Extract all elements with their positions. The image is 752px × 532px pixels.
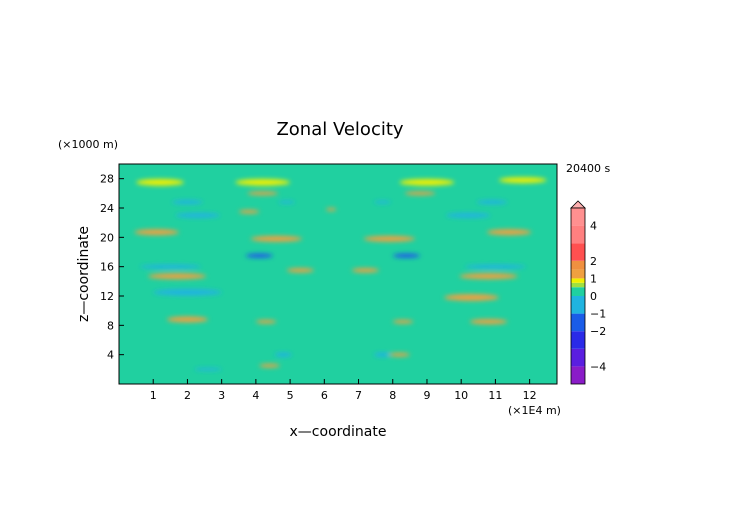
heatmap-cell [278,200,296,204]
heatmap-cell [392,319,414,324]
heatmap-cell [498,177,547,184]
colorbar-segment [571,225,585,244]
colorbar-tick-label: 2 [590,255,597,268]
colorbar-segment [571,287,585,296]
y-unit-label: (×1000 m) [58,138,118,151]
colorbar-extension-arrow [570,200,586,209]
x-tick-label: 1 [150,389,157,402]
y-tick-label: 8 [107,319,114,332]
heatmap-cell [363,235,415,242]
x-tick-label: 6 [321,389,328,402]
heatmap-cell [136,179,185,186]
x-tick-label: 5 [287,389,294,402]
x-tick-label: 12 [523,389,537,402]
heatmap-cell [464,264,527,269]
colorbar: 4 2 1 0 −1 −2 −4 [570,200,606,385]
colorbar-segment [571,243,585,261]
colorbar-segment [571,208,585,226]
heatmap-cell [148,273,207,280]
time-label: 20400 s [566,162,610,175]
heatmap-cell [250,235,303,242]
heatmap-cell [247,191,279,196]
colorbar-tick-label: 1 [590,272,597,285]
y-tick-label: 12 [100,290,114,303]
heatmap-cell [166,316,208,323]
heatmap-cell [172,199,203,205]
heatmap-cell [274,352,292,357]
chart-title: Zonal Velocity [276,119,403,140]
heatmap-cell [134,229,179,236]
x-axis-label: x—coordinate [290,424,387,440]
heatmap-cell [259,363,280,368]
heatmap-cell [326,208,337,211]
y-axis-ticks: 4 8 12 16 20 24 28 [100,173,124,362]
colorbar-tick-label: 0 [590,290,597,303]
heatmap-cell [444,294,499,301]
x-tick-label: 10 [454,389,468,402]
heatmap-cell [389,352,410,357]
y-tick-label: 24 [100,202,114,215]
x-tick-label: 3 [218,389,225,402]
colorbar-tick-label: −1 [590,308,606,321]
x-axis-ticks: 1 2 3 4 5 6 7 8 9 10 11 12 [150,379,537,402]
heatmap-cell [373,200,392,204]
y-tick-label: 28 [100,173,114,186]
x-unit-label: (×1E4 m) [508,404,561,417]
colorbar-segment [571,296,585,314]
heatmap-cell [399,179,455,186]
colorbar-segment [571,260,585,270]
heatmap-cell [469,319,508,325]
heatmap-cell [445,212,491,218]
heatmap-cell [459,273,518,280]
heatmap-features [134,177,547,371]
heatmap-cell [255,319,277,324]
colorbar-segment [571,348,585,367]
heatmap-cell [404,191,436,196]
colorbar-tick-label: −4 [590,360,606,373]
colorbar-segment [571,366,585,384]
y-tick-label: 4 [107,349,114,362]
y-axis-label: z—coordinate [76,226,92,322]
colorbar-segment [571,331,585,349]
colorbar-segment [571,278,585,283]
heatmap-cell [351,268,380,273]
colorbar-frame [570,207,586,385]
heatmap-cell [194,367,222,371]
heatmap-cell [245,253,273,258]
plot-frame [118,163,558,385]
heatmap-cell [139,264,202,269]
colorbar-tick-label: 4 [590,220,597,233]
heatmap-cell [235,179,291,186]
x-tick-label: 2 [184,389,191,402]
x-tick-label: 11 [488,389,502,402]
colorbar-tick-label: −2 [590,325,606,338]
x-tick-label: 7 [355,389,362,402]
y-tick-label: 16 [100,261,114,274]
heatmap-cell [175,212,220,218]
x-tick-label: 4 [252,389,259,402]
x-tick-label: 8 [389,389,396,402]
heatmap-cell [238,209,260,214]
x-tick-label: 9 [423,389,430,402]
heatmap-cell [476,199,508,205]
heatmap-cell [373,352,392,357]
colorbar-segment [571,282,585,288]
y-tick-label: 20 [100,231,114,244]
heatmap-cell [286,268,315,273]
heatmap-cell [486,229,532,236]
colorbar-segment [571,269,585,279]
heatmap-cell [153,289,222,296]
heatmap-cell [392,253,421,258]
colorbar-segment [571,313,585,332]
